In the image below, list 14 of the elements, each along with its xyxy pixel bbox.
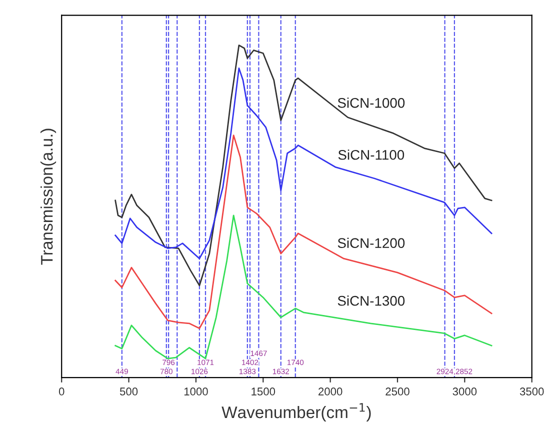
x-tick-label: 500 <box>120 388 138 396</box>
series-label: SiCN-1300 <box>338 296 405 306</box>
series-label: SiCN-1000 <box>338 98 405 108</box>
x-tick-label: 2000 <box>318 388 342 396</box>
x-tick-label: 1500 <box>252 388 276 396</box>
series-label: SiCN-1200 <box>338 238 405 248</box>
x-tick-label: 3500 <box>520 388 544 396</box>
x-tick-label: 3000 <box>452 388 477 396</box>
x-tick-label: 2500 <box>386 388 410 396</box>
y-axis-title: Transmission(a.u.) <box>40 128 56 265</box>
x-tick-label: 0 <box>58 388 64 396</box>
x-axis-title: Wavenumber(cm$^{−1}$) <box>222 403 371 422</box>
series-label: SiCN-1100 <box>338 150 404 160</box>
x-tick-label: 1000 <box>184 388 208 396</box>
